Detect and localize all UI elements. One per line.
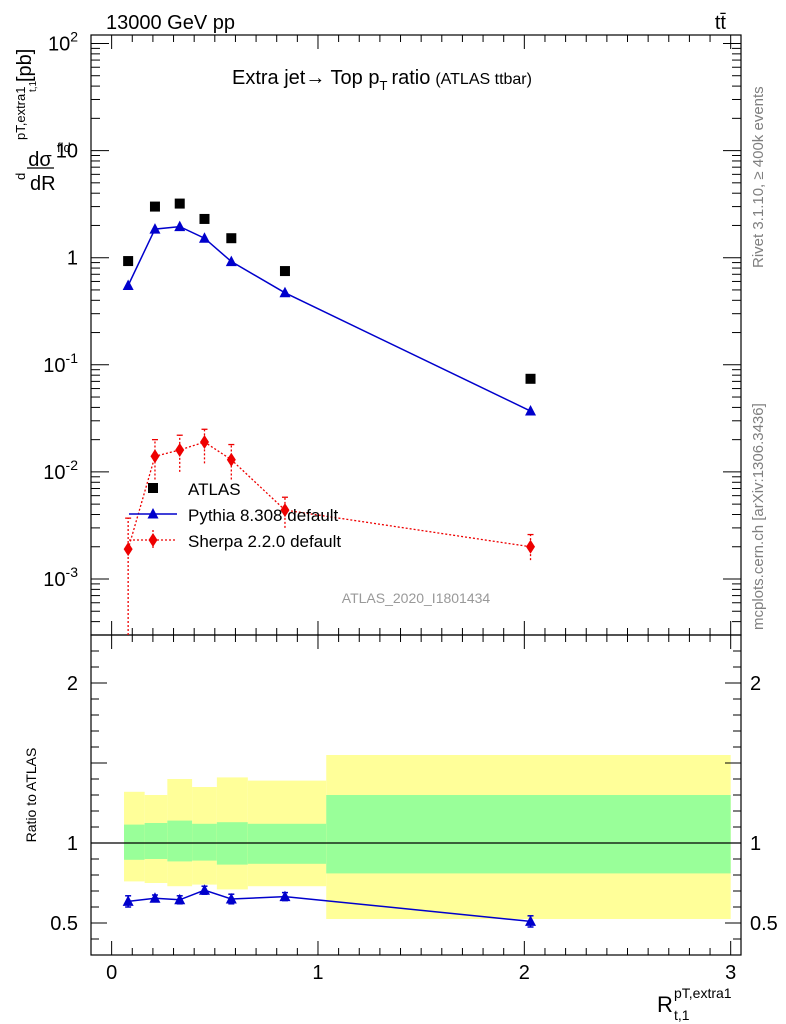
sherpa-point [175,443,185,458]
atlas-point [525,373,536,384]
ratio-pythia-point [525,915,537,926]
rivet-note: Rivet 3.1.10, ≥ 400k events [750,86,767,268]
y-tick-label-main: 10-3 [43,564,78,591]
tick-labels: 0 1 2 3 10-3 10-2 10-1 1 10 102 0.5 0.5 1 1 2 2 [43,28,778,984]
y-tick-label-ratio-left: 2 [67,673,78,695]
data-marks [122,198,537,928]
sherpa-point [226,452,236,467]
pythia-point [198,232,210,243]
atlas-point [279,266,290,277]
ratio-band-green [167,820,193,862]
atlas-point [226,233,237,244]
sherpa-point [150,449,160,464]
ratio-band-green [326,795,731,874]
y-tick-label-ratio-left: 0.5 [50,913,78,935]
analysis-id: ATLAS_2020_I1801434 [342,590,491,606]
x-axis-label-sup: pT,extra1 [674,985,732,1001]
chart-title-rest: ratio [391,67,430,89]
y-tick-label-main: 1 [67,248,78,270]
ratio-bands [91,755,741,919]
legend-pythia-marker [147,508,159,519]
atlas-point [149,201,160,212]
x-tick-label: 0 [106,962,117,984]
y-tick-label-ratio-right: 2 [750,673,761,695]
y-tick-label-ratio-right: 1 [750,833,761,855]
axis-ticks [91,35,741,956]
svg-text:fid: fid [57,140,71,155]
y-tick-label-main: 10 [56,141,78,163]
atlas-point [174,198,185,209]
ratio-pythia-point [149,892,161,903]
sherpa-point [280,503,290,518]
ratio-band-green [192,823,217,861]
svg-text:pT,extra1: pT,extra1 [13,87,28,140]
legend-sherpa-marker [148,533,158,547]
pythia-point [149,223,161,234]
y-axis-unit: [pb] [14,49,36,82]
legend-label: Sherpa 2.2.0 default [188,532,341,551]
legend-atlas-marker [148,483,158,493]
pythia-point [279,286,291,298]
legend: ATLAS Pythia 8.308 default Sherpa 2.2.0 de… [129,480,341,551]
y-tick-label-ratio-left: 1 [67,833,78,855]
pythia-line [127,225,531,412]
x-tick-label: 2 [519,962,530,984]
chart-title-tag: (ATLAS ttbar) [435,71,532,88]
x-tick-label: 3 [725,962,736,984]
x-tick-label: 1 [312,962,323,984]
svg-text:t,1: t,1 [28,80,39,92]
chart-title-sub: T [379,78,387,93]
pythia-point [174,220,186,232]
x-axis-label: R pT,extra1 t,1 [657,985,732,1023]
pythia-point [122,279,134,290]
sherpa-point [123,542,133,557]
svg-text:d: d [13,173,28,180]
ratio-band-green [124,824,145,860]
pythia-point [225,255,237,267]
y-axis-label-main: dσ fid dR d pT,extra1 t,1 [pb] [13,49,71,195]
ratio-pythia-point [174,893,186,905]
legend-label: ATLAS [188,480,241,499]
atlas-point [199,213,210,224]
x-axis-label-main: R [657,992,673,1017]
mcplots-note: mcplots.cern.ch [arXiv:1306.3436] [750,403,767,630]
ratio-band-green [247,823,327,864]
ratio-pythia-point [279,890,291,902]
sherpa-point [199,435,209,450]
svg-text:dR: dR [30,173,56,195]
chart-title: Extra jet→ Top pT ratio (ATLAS ttbar) [232,67,532,93]
sherpa-point [526,539,536,554]
x-axis-label-sub: t,1 [674,1007,690,1023]
y-axis-label-ratio: Ratio to ATLAS [23,748,39,843]
ratio-pythia-point [225,893,237,904]
y-tick-label-main: 10-1 [43,350,78,377]
svg-text:dσ: dσ [28,149,52,171]
ratio-pythia-point [198,884,210,895]
ratio-band-green [144,823,168,859]
header-right: tt̄ [715,12,727,34]
y-tick-label-main: 10-2 [43,457,78,484]
ratio-pythia-point [122,895,134,906]
y-tick-label-ratio-right: 0.5 [750,913,778,935]
y-tick-label-main: 102 [48,28,78,55]
pythia-point [525,405,537,416]
header-left: 13000 GeV pp [106,12,235,34]
chart-title-main: Extra jet→ Top p [232,67,379,89]
legend-label: Pythia 8.308 default [188,506,339,525]
atlas-point [123,256,134,267]
